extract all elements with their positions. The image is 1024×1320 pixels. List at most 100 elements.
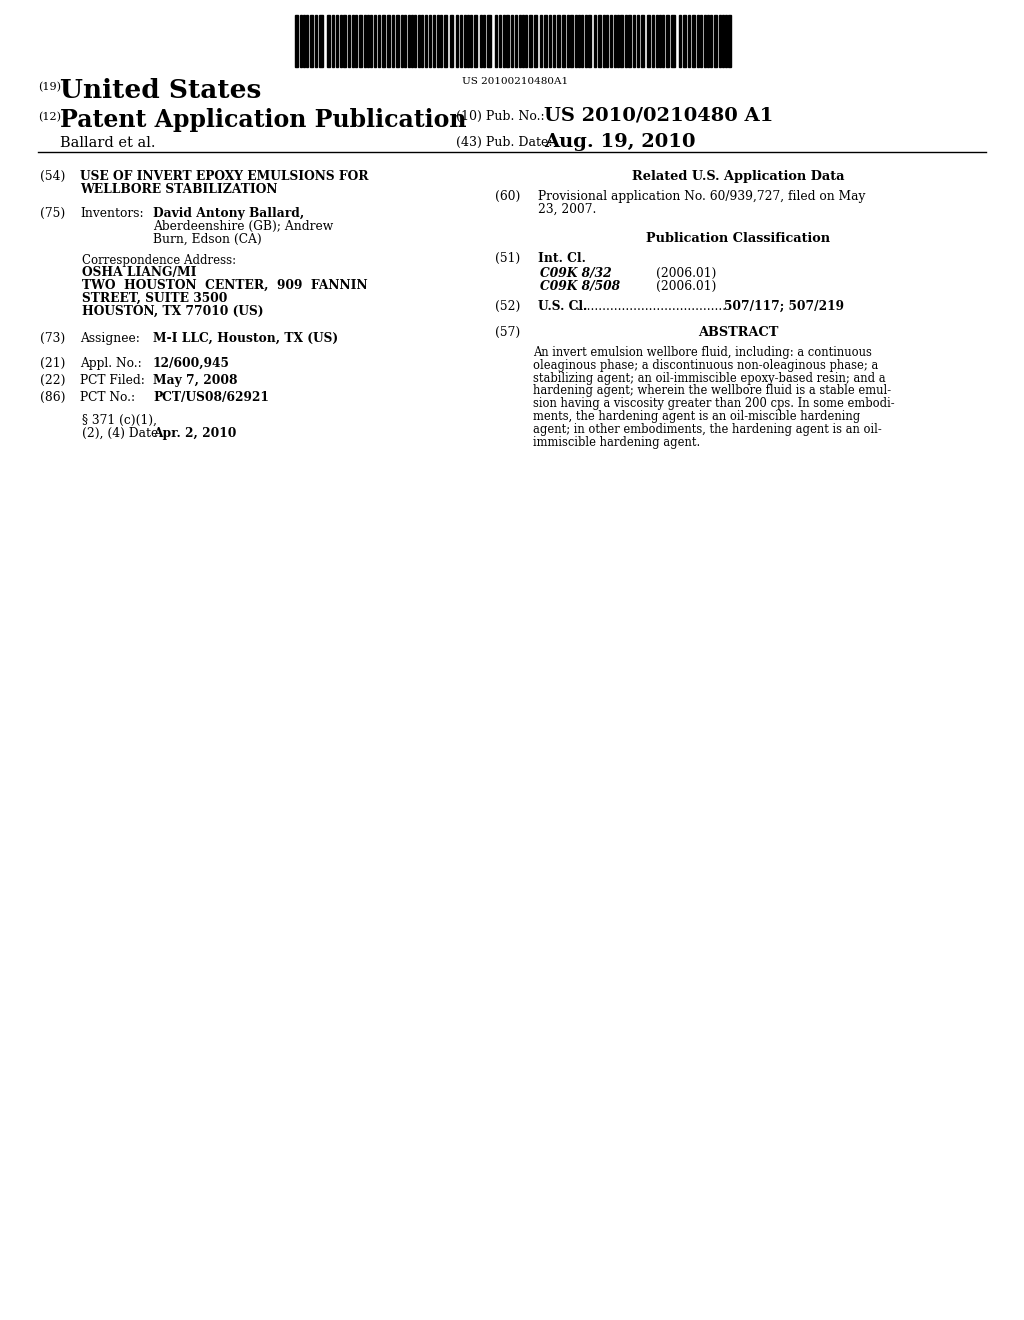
Text: USE OF INVERT EPOXY EMULSIONS FOR: USE OF INVERT EPOXY EMULSIONS FOR xyxy=(80,170,369,183)
Bar xyxy=(310,15,312,67)
Text: § 371 (c)(1),: § 371 (c)(1), xyxy=(82,414,157,426)
Bar xyxy=(315,15,317,67)
Bar xyxy=(300,15,301,67)
Bar xyxy=(348,15,350,67)
Bar xyxy=(719,15,721,67)
Text: Apr. 2, 2010: Apr. 2, 2010 xyxy=(153,426,237,440)
Bar xyxy=(414,15,416,67)
Bar xyxy=(464,15,466,67)
Text: US 2010/0210480 A1: US 2010/0210480 A1 xyxy=(544,107,773,125)
Bar xyxy=(617,15,618,67)
Bar xyxy=(603,15,604,67)
Text: (43) Pub. Date:: (43) Pub. Date: xyxy=(456,136,553,149)
Bar xyxy=(575,15,577,67)
Bar xyxy=(370,15,372,67)
Text: sion having a viscosity greater than 200 cps. In some embodi-: sion having a viscosity greater than 200… xyxy=(534,397,895,411)
Bar xyxy=(340,15,341,67)
Bar xyxy=(336,15,338,67)
Bar xyxy=(359,15,361,67)
Text: 507/117; 507/219: 507/117; 507/219 xyxy=(724,300,844,313)
Text: Assignee:: Assignee: xyxy=(80,333,140,345)
Bar xyxy=(692,15,694,67)
Text: (57): (57) xyxy=(495,326,520,339)
Text: stabilizing agent; an oil-immiscible epoxy-based resin; and a: stabilizing agent; an oil-immiscible epo… xyxy=(534,372,886,384)
Text: U.S. Cl.: U.S. Cl. xyxy=(538,300,588,313)
Text: (22): (22) xyxy=(40,374,66,387)
Text: (54): (54) xyxy=(40,170,66,183)
Bar xyxy=(306,15,308,67)
Text: .......................................: ....................................... xyxy=(575,300,727,313)
Bar xyxy=(525,15,527,67)
Text: HOUSTON, TX 77010 (US): HOUSTON, TX 77010 (US) xyxy=(82,305,263,318)
Text: (12): (12) xyxy=(38,112,61,123)
Bar xyxy=(544,15,547,67)
Bar xyxy=(671,15,675,67)
Text: US 20100210480A1: US 20100210480A1 xyxy=(462,77,568,86)
Text: Aug. 19, 2010: Aug. 19, 2010 xyxy=(544,133,695,150)
Text: May 7, 2008: May 7, 2008 xyxy=(153,374,238,387)
Text: Correspondence Address:: Correspondence Address: xyxy=(82,253,237,267)
Bar xyxy=(725,15,726,67)
Bar xyxy=(483,15,485,67)
Bar xyxy=(506,15,509,67)
Bar xyxy=(549,15,551,67)
Text: M-I LLC, Houston, TX (US): M-I LLC, Houston, TX (US) xyxy=(153,333,338,345)
Text: immiscible hardening agent.: immiscible hardening agent. xyxy=(534,436,700,449)
Bar xyxy=(367,15,369,67)
Bar xyxy=(374,15,376,67)
Text: (2006.01): (2006.01) xyxy=(656,280,717,293)
Text: hardening agent; wherein the wellbore fluid is a stable emul-: hardening agent; wherein the wellbore fl… xyxy=(534,384,891,397)
Bar xyxy=(529,15,531,67)
Bar xyxy=(662,15,664,67)
Text: Appl. No.:: Appl. No.: xyxy=(80,356,141,370)
Text: Aberdeenshire (GB); Andrew: Aberdeenshire (GB); Andrew xyxy=(153,220,333,234)
Text: Int. Cl.: Int. Cl. xyxy=(538,252,586,265)
Text: Related U.S. Application Data: Related U.S. Application Data xyxy=(632,170,844,183)
Text: (86): (86) xyxy=(40,391,66,404)
Text: (60): (60) xyxy=(495,190,520,203)
Bar xyxy=(628,15,631,67)
Text: OSHA LIANG/MI: OSHA LIANG/MI xyxy=(82,267,197,279)
Bar xyxy=(303,15,304,67)
Bar xyxy=(594,15,596,67)
Bar xyxy=(470,15,472,67)
Bar xyxy=(522,15,523,67)
Bar xyxy=(610,15,612,67)
Bar xyxy=(515,15,517,67)
Bar xyxy=(562,15,564,67)
Bar xyxy=(404,15,406,67)
Bar xyxy=(352,15,353,67)
Text: ments, the hardening agent is an oil-miscible hardening: ments, the hardening agent is an oil-mis… xyxy=(534,411,860,422)
Bar xyxy=(567,15,568,67)
Text: ABSTRACT: ABSTRACT xyxy=(697,326,778,339)
Bar xyxy=(707,15,709,67)
Bar xyxy=(606,15,608,67)
Text: agent; in other embodiments, the hardening agent is an oil-: agent; in other embodiments, the hardeni… xyxy=(534,422,882,436)
Bar xyxy=(382,15,384,67)
Bar xyxy=(474,15,477,67)
Bar xyxy=(425,15,427,67)
Bar xyxy=(688,15,690,67)
Bar xyxy=(418,15,420,67)
Text: (2006.01): (2006.01) xyxy=(656,267,717,280)
Bar xyxy=(411,15,413,67)
Bar xyxy=(728,15,730,67)
Bar xyxy=(437,15,438,67)
Bar xyxy=(652,15,654,67)
Text: (75): (75) xyxy=(40,207,66,220)
Bar xyxy=(519,15,520,67)
Bar xyxy=(570,15,572,67)
Bar xyxy=(557,15,559,67)
Bar xyxy=(722,15,724,67)
Text: (21): (21) xyxy=(40,356,66,370)
Bar xyxy=(633,15,635,67)
Bar xyxy=(401,15,402,67)
Text: PCT No.:: PCT No.: xyxy=(80,391,135,404)
Bar xyxy=(392,15,394,67)
Bar xyxy=(396,15,398,67)
Bar xyxy=(343,15,345,67)
Bar xyxy=(578,15,580,67)
Text: Ballard et al.: Ballard et al. xyxy=(60,136,156,150)
Bar xyxy=(553,15,555,67)
Bar xyxy=(585,15,587,67)
